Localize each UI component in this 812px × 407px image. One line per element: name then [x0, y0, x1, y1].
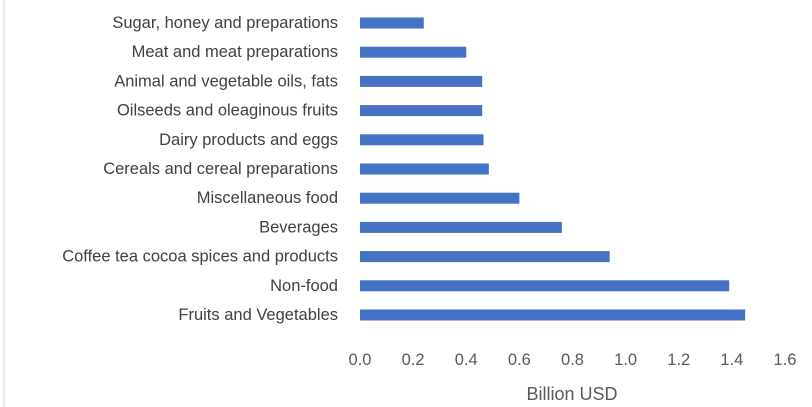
category-label: Non-food: [270, 277, 338, 295]
x-tick-label: 1.6: [774, 351, 797, 369]
bar: [360, 17, 424, 29]
x-tick-label: 1.4: [720, 351, 743, 369]
x-tick-label: 0.6: [508, 351, 531, 369]
bar: [360, 163, 489, 175]
category-label: Animal and vegetable oils, fats: [114, 72, 338, 90]
category-label: Miscellaneous food: [197, 189, 338, 207]
bars: [360, 17, 746, 321]
x-tick-label: 1.0: [614, 351, 637, 369]
bar: [360, 105, 483, 117]
bar: [360, 221, 562, 233]
x-tick-labels: 0.0 0.2 0.4 0.6 0.8 1.0 1.2 1.4 1.6: [349, 351, 797, 369]
category-label: Oilseeds and oleaginous fruits: [117, 102, 338, 120]
category-label: Beverages: [259, 218, 338, 236]
bar: [360, 75, 483, 87]
category-label: Cereals and cereal preparations: [103, 160, 338, 178]
bar: [360, 309, 746, 321]
x-tick-label: 0.2: [402, 351, 425, 369]
x-tick-label: 0.4: [455, 351, 478, 369]
bar: [360, 46, 467, 58]
category-label: Fruits and Vegetables: [178, 306, 338, 324]
category-label: Coffee tea cocoa spices and products: [62, 248, 338, 266]
x-tick-label: 0.0: [349, 351, 372, 369]
x-tick-label: 0.8: [561, 351, 584, 369]
bar: [360, 192, 520, 204]
x-axis-title: Billion USD: [526, 384, 617, 404]
bar: [360, 134, 484, 146]
category-label: Sugar, honey and preparations: [112, 14, 338, 32]
category-label: Meat and meat preparations: [132, 43, 338, 61]
bar: [360, 251, 610, 263]
category-label: Dairy products and eggs: [159, 131, 338, 149]
category-labels: Sugar, honey and preparations Meat and me…: [62, 14, 338, 324]
bar: [360, 280, 730, 292]
x-tick-label: 1.2: [667, 351, 690, 369]
